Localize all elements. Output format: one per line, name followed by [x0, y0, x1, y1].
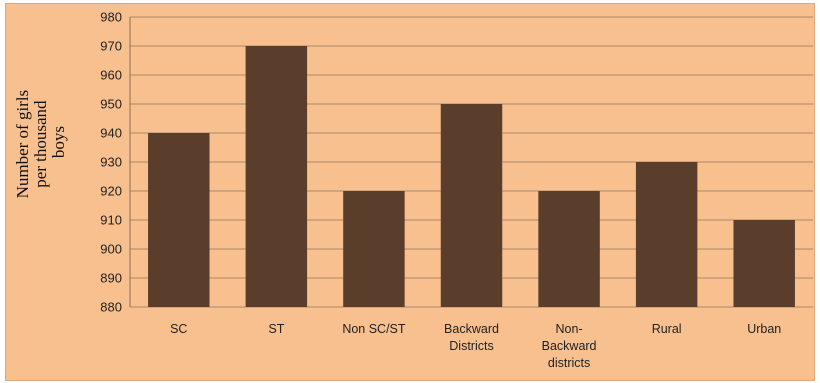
y-tick-label: 920: [100, 184, 122, 199]
x-category-label-line: Non-: [556, 322, 583, 336]
x-category-label-line: Urban: [747, 322, 781, 336]
bar: [343, 191, 405, 307]
x-category-label-line: Non SC/ST: [342, 322, 406, 336]
y-axis-label-line: Number of girls: [13, 90, 32, 199]
y-axis-label: Number of girls per thousand boys: [13, 86, 68, 199]
x-category-label-line: districts: [548, 356, 590, 370]
y-tick-label: 950: [100, 97, 122, 112]
bar: [733, 220, 795, 307]
category-labels: SC ST Non SC/ST Backward Districts Non- Backwa…: [170, 322, 781, 370]
bar: [440, 104, 503, 307]
x-category-label-line: Backward: [542, 339, 597, 353]
y-tick-label: 900: [100, 242, 122, 257]
bar: [148, 133, 210, 307]
y-tick-labels: 880 890 900 910 920 930 940 950 960 970 980: [100, 10, 122, 315]
bar: [635, 162, 698, 307]
y-axis-label-line: per thousand: [31, 100, 50, 188]
y-tick-label: 910: [100, 213, 122, 228]
x-category-label: SC: [170, 322, 187, 336]
y-tick-label: 890: [100, 271, 122, 286]
x-category-label-line: Rural: [652, 322, 682, 336]
y-tick-label: 940: [100, 126, 122, 141]
y-axis-label-line: boys: [49, 126, 68, 158]
x-category-label: Backward Districts: [444, 322, 499, 353]
chart-area: Number of girls per thousand boys 880 890…: [5, 3, 815, 381]
x-category-label-line: Backward: [444, 322, 499, 336]
y-tick-label: 970: [100, 39, 122, 54]
x-category-label: Non SC/ST: [342, 322, 406, 336]
x-category-label-line: Districts: [449, 339, 493, 353]
x-category-label: ST: [268, 322, 284, 336]
x-category-label: Rural: [652, 322, 682, 336]
x-category-label: Urban: [747, 322, 781, 336]
x-category-label-line: ST: [268, 322, 284, 336]
y-tick-label: 880: [100, 300, 122, 315]
bar-chart: Number of girls per thousand boys 880 890…: [13, 10, 813, 370]
x-category-label: Non- Backward districts: [542, 322, 597, 370]
bar: [245, 46, 308, 307]
y-tick-label: 980: [100, 10, 122, 25]
y-tick-label: 960: [100, 68, 122, 83]
x-category-label-line: SC: [170, 322, 187, 336]
bars: [148, 46, 795, 307]
y-tick-label: 930: [100, 155, 122, 170]
bar: [538, 191, 600, 307]
